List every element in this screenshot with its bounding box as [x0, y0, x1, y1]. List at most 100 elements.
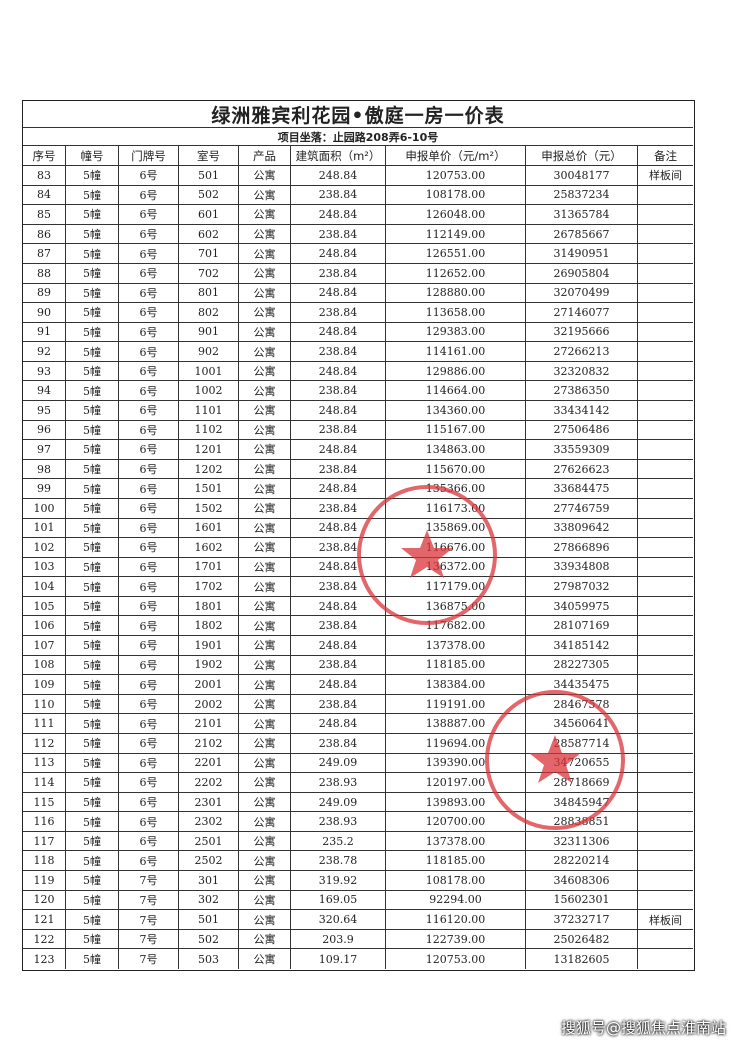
table-cell: 1901 [179, 636, 239, 656]
table-cell: 248.84 [291, 479, 386, 499]
table-cell [638, 284, 693, 304]
table-cell: 85 [23, 205, 66, 225]
table-cell: 5幢 [66, 381, 119, 402]
table-cell: 238.84 [291, 224, 386, 245]
table-cell: 5幢 [66, 675, 119, 695]
table-cell: 249.09 [291, 753, 386, 774]
table-cell: 7号 [119, 929, 179, 950]
table-cell [638, 695, 693, 715]
table-cell: 公寓 [239, 694, 291, 715]
table-cell: 501 [179, 910, 239, 930]
table-cell: 109 [23, 675, 66, 695]
table-cell [638, 930, 693, 950]
table-cell [638, 440, 693, 460]
table-cell: 28718669 [526, 773, 638, 793]
table-cell: 公寓 [239, 459, 291, 480]
table-cell: 107 [23, 636, 66, 656]
table-cell: 26905804 [526, 263, 638, 284]
column-header: 备注 [638, 146, 693, 166]
table-cell: 公寓 [239, 871, 291, 891]
table-cell: 2202 [179, 773, 239, 793]
table-cell: 5幢 [66, 714, 119, 734]
table-cell: 134863.00 [386, 440, 526, 460]
table-cell: 公寓 [239, 949, 291, 969]
table-cell: 31490951 [526, 244, 638, 264]
table-cell: 702 [179, 263, 239, 284]
table-cell: 86 [23, 224, 66, 245]
table-cell [638, 186, 693, 206]
table-cell: 6号 [119, 616, 179, 637]
table-cell: 113658.00 [386, 303, 526, 323]
table-cell: 101 [23, 518, 66, 539]
table-cell: 公寓 [239, 381, 291, 402]
table-cell: 248.84 [291, 205, 386, 225]
table-cell: 1902 [179, 655, 239, 676]
table-cell: 319.92 [291, 871, 386, 891]
table-cell: 89 [23, 283, 66, 304]
table-cell: 94 [23, 381, 66, 402]
table-cell: 238.84 [291, 577, 386, 597]
table-cell: 32320832 [526, 361, 638, 382]
table-cell: 601 [179, 205, 239, 225]
table-cell: 5幢 [66, 812, 119, 832]
table-cell: 5幢 [66, 459, 119, 480]
table-cell: 6号 [119, 459, 179, 480]
table-cell: 88 [23, 263, 66, 284]
table-cell: 100 [23, 498, 66, 519]
table-cell: 32311306 [526, 831, 638, 852]
table-cell: 公寓 [239, 714, 291, 734]
table-cell: 公寓 [239, 361, 291, 382]
table-cell: 203.9 [291, 929, 386, 950]
table-cell: 5幢 [66, 910, 119, 930]
table-cell: 2201 [179, 753, 239, 774]
table-cell: 27626623 [526, 459, 638, 480]
table-cell: 公寓 [239, 929, 291, 950]
table-cell: 28838851 [526, 812, 638, 832]
table-cell [638, 577, 693, 597]
table-cell: 公寓 [239, 303, 291, 323]
table-cell: 公寓 [239, 205, 291, 225]
table-cell: 5幢 [66, 263, 119, 284]
table-cell: 106 [23, 616, 66, 637]
table-cell: 28227305 [526, 655, 638, 676]
table-cell: 248.84 [291, 557, 386, 578]
table-cell: 238.84 [291, 655, 386, 676]
table-cell: 6号 [119, 675, 179, 695]
table-cell [638, 205, 693, 225]
table-cell: 135366.00 [386, 479, 526, 499]
table-cell: 112652.00 [386, 263, 526, 284]
table-cell [638, 499, 693, 519]
table-cell: 27506486 [526, 420, 638, 441]
table-cell: 公寓 [239, 479, 291, 499]
table-cell: 37232717 [526, 910, 638, 930]
table-cell: 5幢 [66, 283, 119, 304]
table-cell: 238.84 [291, 381, 386, 402]
column-header: 申报单价（元/m²） [386, 146, 526, 166]
table-cell: 27746759 [526, 498, 638, 519]
table-cell: 5幢 [66, 205, 119, 225]
table-cell: 27987032 [526, 577, 638, 597]
table-cell [638, 793, 693, 813]
table-cell: 1602 [179, 538, 239, 558]
table-cell [638, 616, 693, 637]
table-cell: 6号 [119, 557, 179, 578]
table-cell: 公寓 [239, 244, 291, 264]
table-subtitle: 项目坐落：止园路208弄6-10号 [23, 128, 693, 146]
table-cell: 公寓 [239, 910, 291, 930]
table-cell: 30048177 [526, 166, 638, 186]
table-cell: 114161.00 [386, 342, 526, 362]
table-cell: 108178.00 [386, 871, 526, 891]
table-cell: 5幢 [66, 733, 119, 754]
table-cell: 5幢 [66, 655, 119, 676]
table-cell: 115167.00 [386, 420, 526, 441]
table-cell: 98 [23, 459, 66, 480]
table-cell: 136875.00 [386, 596, 526, 617]
column-header: 幢号 [66, 146, 119, 166]
table-cell: 238.84 [291, 498, 386, 519]
table-cell: 6号 [119, 694, 179, 715]
table-cell: 248.84 [291, 518, 386, 539]
table-cell: 120197.00 [386, 773, 526, 793]
table-cell: 公寓 [239, 440, 291, 460]
table-cell: 32195666 [526, 322, 638, 343]
